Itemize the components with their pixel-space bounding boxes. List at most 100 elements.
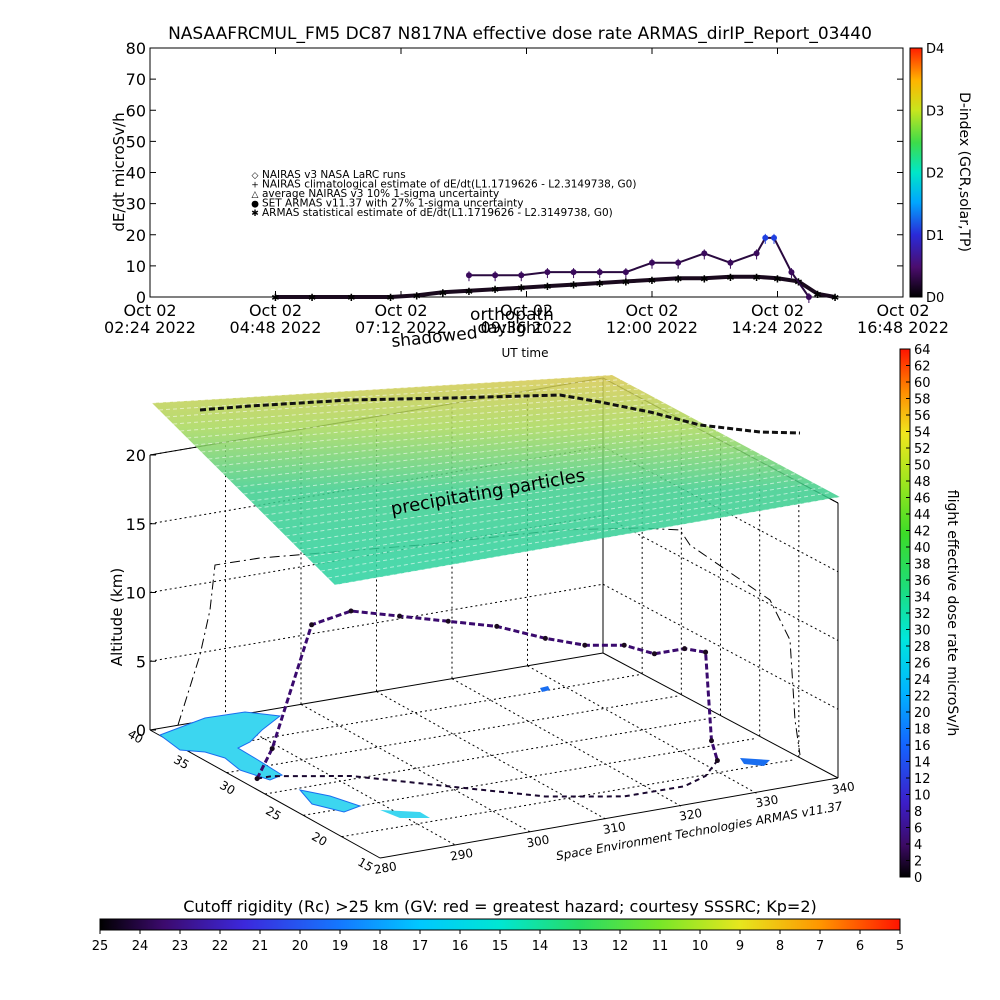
plane-hatch-line [201, 407, 674, 453]
rc-tick-label: 20 [292, 939, 309, 954]
figure-title: NASAAFRCMUL_FM5 DC87 N817NA effective do… [168, 24, 872, 44]
flight-point [703, 649, 709, 655]
ground-map [158, 686, 770, 818]
floor-grid-line [527, 665, 758, 795]
dose-tick-label: 18 [914, 723, 931, 738]
dose-tick-label: 12 [914, 772, 931, 787]
dose-tick-label: 28 [914, 640, 931, 655]
armas-statistical-point: ✱ [813, 290, 821, 301]
armas-statistical-point: ✱ [308, 293, 316, 304]
dose-tick-label: 24 [914, 673, 931, 688]
map-fragment [740, 758, 770, 766]
floor-grid-line [341, 759, 795, 838]
latitude-tick-label: 15 [355, 855, 375, 875]
altitude-tick-label: 20 [126, 446, 146, 465]
top-y-tick-label: 0 [136, 288, 146, 307]
rc-tick-label: 15 [492, 939, 509, 954]
armas-statistical-point: ✱ [386, 293, 394, 304]
top-x-tick-date: Oct 02 [500, 301, 553, 320]
set-armas-point [805, 294, 812, 300]
plane-hatch-line [215, 416, 691, 467]
top-series: ✱ ✱ ✱ ✱ ✱ ✱ ✱ ✱ ✱ ✱ ✱ ✱ ✱ ✱ ✱ ✱ ✱ ✱ ✱ ✱✱ ✱ [271, 233, 839, 304]
top-y-tick-label: 30 [126, 195, 146, 214]
longitude-tick-label: 340 [831, 779, 856, 797]
flight-point [445, 618, 451, 624]
top-x-tick-time: 07:12 2022 [355, 318, 447, 337]
coastline-island [380, 810, 430, 818]
dose-tick-label: 6 [914, 822, 922, 837]
flight-point [709, 738, 714, 744]
dose-tick-label: 64 [914, 343, 931, 358]
set-armas-point [727, 259, 734, 266]
rc-tick-label: 24 [132, 939, 149, 954]
flight-ground-track [256, 759, 719, 798]
plane-hatch-line [257, 444, 744, 509]
rc-tick-label: 14 [532, 939, 549, 954]
floor-grid-line [451, 678, 683, 808]
floor-grid-line [303, 737, 757, 816]
set-armas-point [649, 259, 655, 266]
ut-time-label: UT time [501, 346, 548, 360]
flight-point [309, 622, 315, 628]
precipitating-particles-layer [151, 374, 841, 586]
armas-statistical-point: ✱ [831, 293, 839, 304]
flight-plane-trace [199, 393, 801, 435]
plane-hatch-line [327, 491, 832, 579]
plane-hatch-line [320, 487, 823, 572]
latitude-tick-label: 30 [217, 778, 237, 798]
rc-tick-label: 13 [572, 939, 589, 954]
armas-statistical-point: ✱ [347, 293, 355, 304]
plane-hatch-line [180, 393, 648, 432]
rc-tick-label: 21 [252, 939, 269, 954]
panel-walls [149, 377, 839, 859]
top-x-tick-date: Oct 02 [374, 301, 427, 320]
rc-ticks: 25 24 23 22 21 20 19 18 17 16 15 14 13 12 11 10 9 8 7 6 5 [92, 930, 904, 954]
dose-rate-ticks: 0246810121416182022242628303234363840424… [906, 343, 931, 886]
plane-hatch-line [306, 477, 806, 558]
top-x-tick-time: 02:24 2022 [104, 318, 196, 337]
armas-statistical-point: ✱ [773, 274, 781, 285]
rc-colorbar [99, 918, 901, 931]
top-y-tick-label: 40 [126, 164, 146, 183]
wall-grid-line [149, 583, 604, 662]
floor-grid-line [376, 691, 607, 820]
dindex-colorbar [909, 47, 923, 298]
legend-symbol: ● [251, 200, 259, 210]
armas-statistical-point: ✱ [439, 288, 447, 299]
dose-tick-label: 8 [914, 805, 922, 820]
dose-tick-label: 42 [914, 525, 931, 540]
rc-tick-label: 9 [736, 939, 744, 954]
top-legend: ◇ NAIRAS v3 NASA LaRC runs+ NAIRAS climato… [251, 169, 636, 219]
rc-tick-label: 10 [692, 939, 709, 954]
rc-tick-label: 11 [652, 939, 669, 954]
dose-tick-label: 26 [914, 657, 931, 672]
armas-statistical-point: ✱ [622, 277, 630, 288]
legend-symbol: △ [252, 190, 259, 200]
rc-tick-label: 7 [816, 939, 824, 954]
altitude-tick-label: 5 [136, 652, 146, 671]
dose-tick-label: 4 [914, 838, 922, 853]
plane-hatch-line [236, 430, 718, 488]
altitude-tick-label: 15 [126, 515, 146, 534]
map-fragment [540, 686, 550, 692]
top-y-tick-label: 10 [126, 257, 146, 276]
coastline-region [158, 711, 284, 781]
rc-tick-label: 12 [612, 939, 629, 954]
dose-tick-label: 38 [914, 558, 931, 573]
set-armas-point [762, 234, 769, 241]
legend-entry: NAIRAS climatological estimate of dE/dt(… [262, 179, 636, 191]
legend-entry: ARMAS statistical estimate of dE/dt(L1.1… [262, 207, 613, 219]
armas-statistical-point: ✱ [271, 293, 279, 304]
wall-grid-line [602, 515, 839, 641]
plane-hatch-line [334, 496, 841, 586]
rc-tick-label: 22 [212, 939, 229, 954]
top-x-tick-date: Oct 02 [625, 301, 678, 320]
flight-point [397, 613, 403, 619]
dose-tick-label: 54 [914, 426, 931, 441]
top-x-tick-time: 16:48 2022 [857, 318, 949, 337]
dose-tick-label: 40 [914, 541, 931, 556]
set-armas-point [518, 272, 525, 279]
flight-point [651, 651, 657, 657]
